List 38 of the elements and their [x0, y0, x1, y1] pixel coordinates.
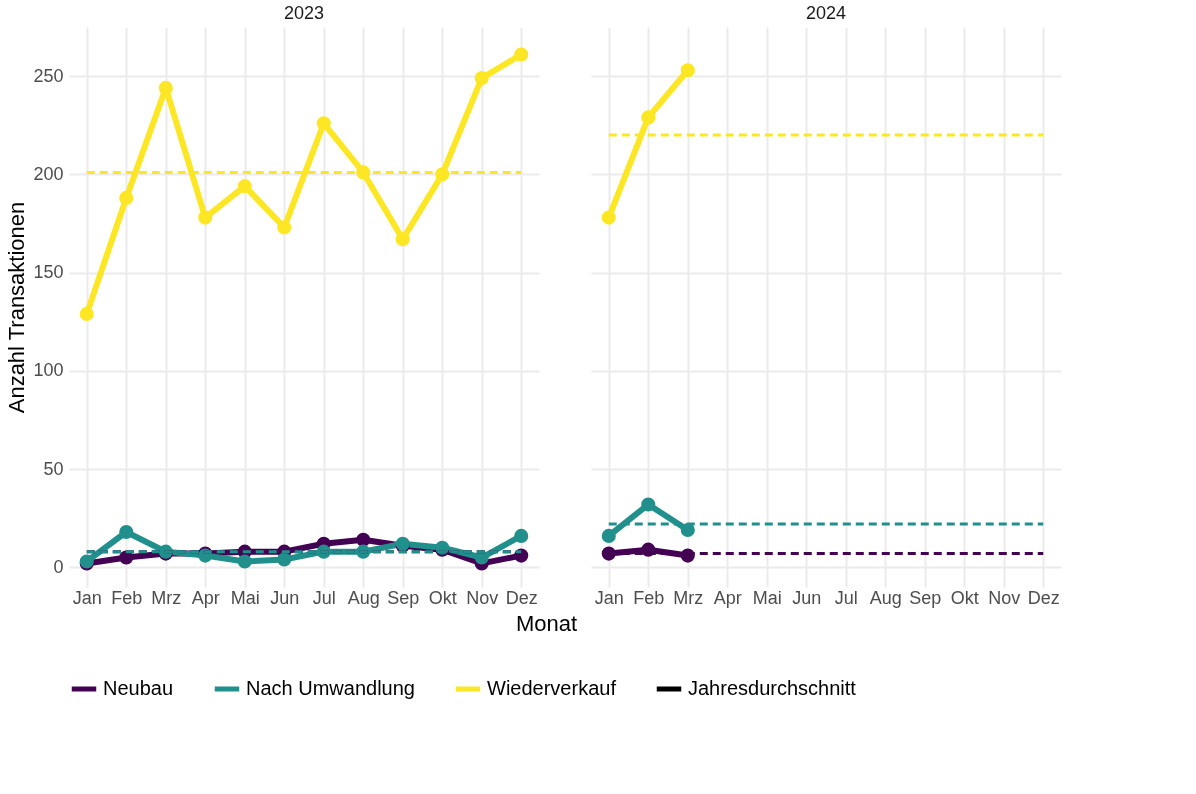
x-tick-label: Okt [950, 587, 979, 608]
x-tick-label: Apr [191, 587, 220, 608]
y-tick-label: 50 [43, 458, 64, 479]
chart-title: 2024 [805, 3, 847, 23]
legend-label: Nach Umwandlung [246, 677, 415, 699]
y-tick-label: 200 [33, 163, 64, 184]
x-tick-label: Sep [387, 587, 420, 608]
x-tick-label: Nov [466, 587, 499, 608]
x-tick-label: Jun [792, 587, 822, 608]
y-tick-label: 0 [53, 556, 64, 577]
x-tick-label: Mrz [673, 587, 704, 608]
x-tick-label: Jun [270, 587, 300, 608]
x-tick-label: Jul [834, 587, 858, 608]
legend-label: Neubau [103, 677, 174, 699]
x-tick-label: Mai [752, 587, 782, 608]
x-tick-label: Mai [230, 587, 260, 608]
y-tick-label: 100 [33, 360, 64, 381]
legend-label: Jahresdurchschnitt [688, 677, 857, 699]
x-tick-label: Feb [633, 587, 665, 608]
x-tick-label: Nov [988, 587, 1021, 608]
y-axis-title: Anzahl Transaktionen [4, 201, 30, 414]
x-tick-label: Sep [909, 587, 942, 608]
x-tick-label: Apr [713, 587, 742, 608]
x-tick-label: Dez [505, 587, 538, 608]
x-tick-label: Mrz [151, 587, 182, 608]
x-tick-label: Jan [594, 587, 624, 608]
x-tick-label: Aug [347, 587, 380, 608]
x-tick-label: Okt [428, 587, 457, 608]
chart-title: 2023 [283, 3, 325, 23]
x-axis-title: Monat [515, 610, 578, 636]
x-tick-label: Dez [1027, 587, 1060, 608]
y-tick-label: 250 [33, 65, 64, 86]
x-tick-label: Feb [111, 587, 143, 608]
x-tick-label: Jan [72, 587, 102, 608]
x-tick-label: Jul [312, 587, 336, 608]
legend-label: Wiederverkauf [487, 677, 617, 699]
y-tick-label: 150 [33, 262, 64, 283]
x-tick-label: Aug [869, 587, 902, 608]
